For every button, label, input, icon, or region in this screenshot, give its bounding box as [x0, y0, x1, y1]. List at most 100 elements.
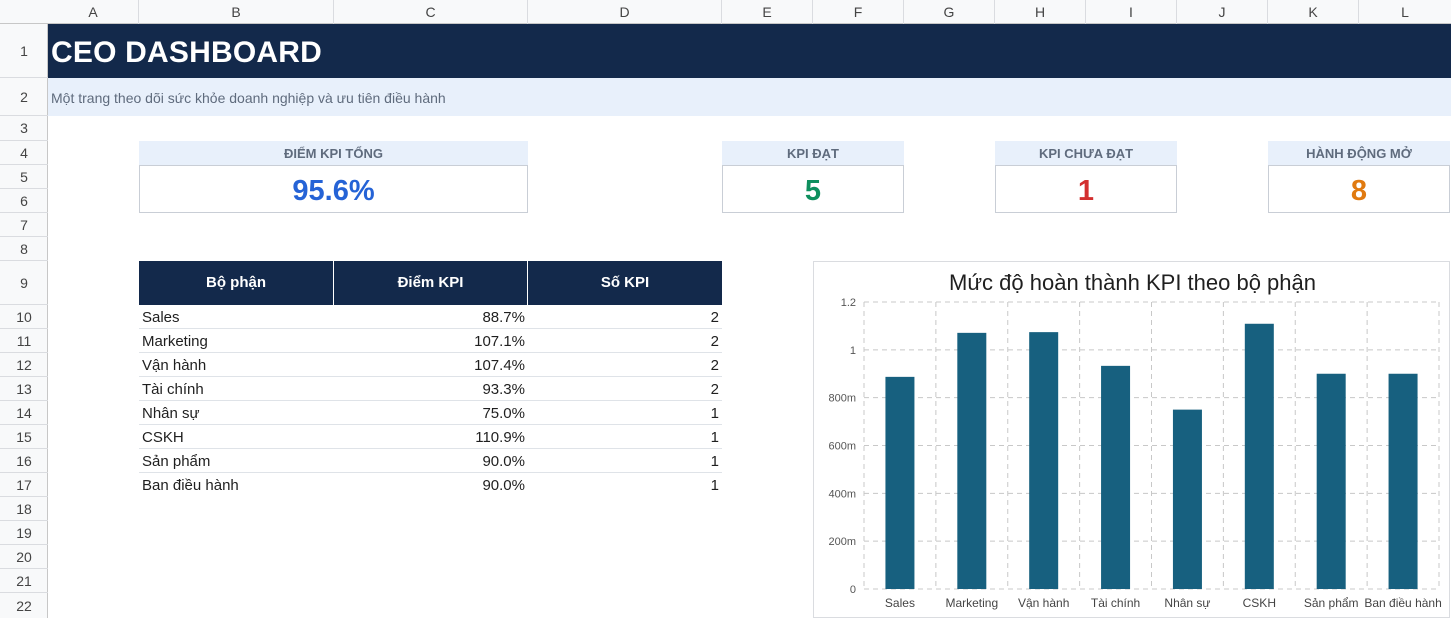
table-row[interactable]: CSKH 110.9% 1	[139, 425, 722, 449]
kpi-count-cell[interactable]: 2	[710, 357, 719, 374]
x-tick-label: Marketing	[945, 596, 998, 610]
kpi-met-label: KPI ĐẠT	[722, 141, 904, 165]
column-header-i[interactable]: I	[1086, 0, 1177, 24]
column-header-c[interactable]: C	[334, 0, 528, 24]
kpi-score-cell[interactable]: 93.3%	[482, 381, 525, 398]
kpi-score-cell[interactable]: 90.0%	[482, 477, 525, 494]
column-header-e[interactable]: E	[722, 0, 813, 24]
kpi-count-cell[interactable]: 1	[710, 405, 719, 422]
kpi-score-cell[interactable]: 90.0%	[482, 453, 525, 470]
row-header[interactable]: 11	[0, 329, 48, 353]
table-row[interactable]: Sản phẩm 90.0% 1	[139, 449, 722, 473]
row-header[interactable]: 16	[0, 449, 48, 473]
kpi-count-cell[interactable]: 2	[710, 381, 719, 398]
y-tick-label: 600m	[828, 441, 856, 453]
table-row[interactable]: Ban điều hành 90.0% 1	[139, 473, 722, 497]
kpi-score-cell[interactable]: 107.4%	[474, 357, 525, 374]
x-tick-label: Ban điều hành	[1364, 596, 1441, 610]
kpi-count-cell[interactable]: 2	[710, 333, 719, 350]
row-header[interactable]: 22	[16, 597, 32, 614]
table-row[interactable]: Vận hành 107.4% 2	[139, 353, 722, 377]
row-header[interactable]: 6	[0, 189, 48, 213]
column-header-k[interactable]: K	[1268, 0, 1359, 24]
row-header[interactable]: 5	[0, 165, 48, 189]
row-header-bar: 1 2 3 4 5 6 7 8 9 10 11 12 13 14 15 16 1…	[0, 24, 48, 618]
column-header-bar: A B C D E F G H I J K L	[0, 0, 1451, 24]
row-header[interactable]: 8	[0, 237, 48, 261]
row-header[interactable]: 2	[0, 78, 48, 116]
kpi-actions-label: HÀNH ĐỘNG MỞ	[1268, 141, 1450, 165]
row-header[interactable]: 14	[0, 401, 48, 425]
row-header[interactable]: 1	[0, 24, 48, 78]
kpi-count-cell[interactable]: 1	[710, 477, 719, 494]
department-cell[interactable]: Nhân sự	[142, 405, 200, 422]
row-header[interactable]: 18	[0, 497, 48, 521]
column-header-j[interactable]: J	[1177, 0, 1268, 24]
table-header-kpi-count[interactable]: Số KPI	[528, 261, 722, 305]
department-cell[interactable]: Tài chính	[142, 381, 204, 398]
department-cell[interactable]: Ban điều hành	[142, 477, 239, 494]
department-cell[interactable]: Vận hành	[142, 357, 207, 374]
chart-bar	[1316, 373, 1346, 589]
y-tick-label: 1.2	[841, 297, 856, 309]
kpi-completion-chart[interactable]: Mức độ hoàn thành KPI theo bộ phận 0 200m…	[813, 261, 1450, 618]
row-header[interactable]: 15	[0, 425, 48, 449]
kpi-score-cell[interactable]: 110.9%	[475, 429, 525, 446]
chart-bar	[957, 332, 987, 589]
row-header[interactable]: 4	[0, 141, 48, 165]
kpi-unmet-label: KPI CHƯA ĐẠT	[995, 141, 1177, 165]
table-row[interactable]: Sales 88.7% 2	[139, 305, 722, 329]
x-tick-label: CSKH	[1243, 596, 1276, 610]
column-header-g[interactable]: G	[904, 0, 995, 24]
kpi-total-value[interactable]: 95.6%	[139, 165, 528, 213]
row-header[interactable]: 9	[0, 261, 48, 305]
y-tick-label: 800m	[828, 393, 856, 405]
chart-bar	[1244, 323, 1274, 589]
y-tick-label: 0	[850, 584, 856, 596]
kpi-score-cell[interactable]: 107.1%	[474, 333, 525, 350]
table-row[interactable]: Marketing 107.1% 2	[139, 329, 722, 353]
title-banner[interactable]: CEO DASHBOARD	[48, 24, 1451, 78]
x-tick-label: Sales	[885, 596, 915, 610]
row-header[interactable]: 7	[0, 213, 48, 237]
row-header[interactable]: 21	[0, 569, 48, 593]
kpi-score-cell[interactable]: 88.7%	[482, 309, 525, 326]
kpi-unmet-value[interactable]: 1	[995, 165, 1177, 213]
kpi-count-cell[interactable]: 1	[710, 453, 719, 470]
row-header[interactable]: 12	[0, 353, 48, 377]
column-header-l[interactable]: L	[1401, 4, 1409, 20]
table-row[interactable]: Tài chính 93.3% 2	[139, 377, 722, 401]
table-row[interactable]: Nhân sự 75.0% 1	[139, 401, 722, 425]
column-header-b[interactable]: B	[139, 0, 334, 24]
page-subtitle: Một trang theo dõi sức khỏe doanh nghiệp…	[51, 90, 446, 106]
department-cell[interactable]: CSKH	[142, 429, 184, 446]
department-cell[interactable]: Sản phẩm	[142, 453, 211, 470]
row-header[interactable]: 10	[0, 305, 48, 329]
department-cell[interactable]: Sales	[142, 309, 180, 326]
kpi-total-label: ĐIỂM KPI TỔNG	[139, 141, 528, 165]
row-header[interactable]: 19	[0, 521, 48, 545]
chart-bar	[1029, 332, 1059, 589]
kpi-count-cell[interactable]: 2	[710, 309, 719, 326]
chart-bar	[1388, 373, 1418, 589]
kpi-score-cell[interactable]: 75.0%	[482, 405, 525, 422]
subtitle-banner[interactable]: Một trang theo dõi sức khỏe doanh nghiệp…	[48, 78, 1451, 116]
column-header-a[interactable]: A	[48, 0, 139, 24]
y-tick-label: 400m	[828, 488, 856, 500]
kpi-actions-value[interactable]: 8	[1268, 165, 1450, 213]
kpi-met-value[interactable]: 5	[722, 165, 904, 213]
table-header-department[interactable]: Bộ phận	[139, 261, 334, 305]
kpi-count-cell[interactable]: 1	[710, 429, 719, 446]
chart-title: Mức độ hoàn thành KPI theo bộ phận	[949, 270, 1316, 295]
row-header[interactable]: 3	[0, 116, 48, 141]
column-header-f[interactable]: F	[813, 0, 904, 24]
department-cell[interactable]: Marketing	[142, 333, 208, 350]
table-header-kpi-score[interactable]: Điểm KPI	[334, 261, 528, 305]
column-header-h[interactable]: H	[995, 0, 1086, 24]
x-tick-label: Vận hành	[1018, 596, 1069, 610]
row-header[interactable]: 20	[0, 545, 48, 569]
row-header[interactable]: 13	[0, 377, 48, 401]
row-header[interactable]: 17	[0, 473, 48, 497]
column-header-d[interactable]: D	[528, 0, 722, 24]
chart-bar	[1101, 365, 1131, 589]
